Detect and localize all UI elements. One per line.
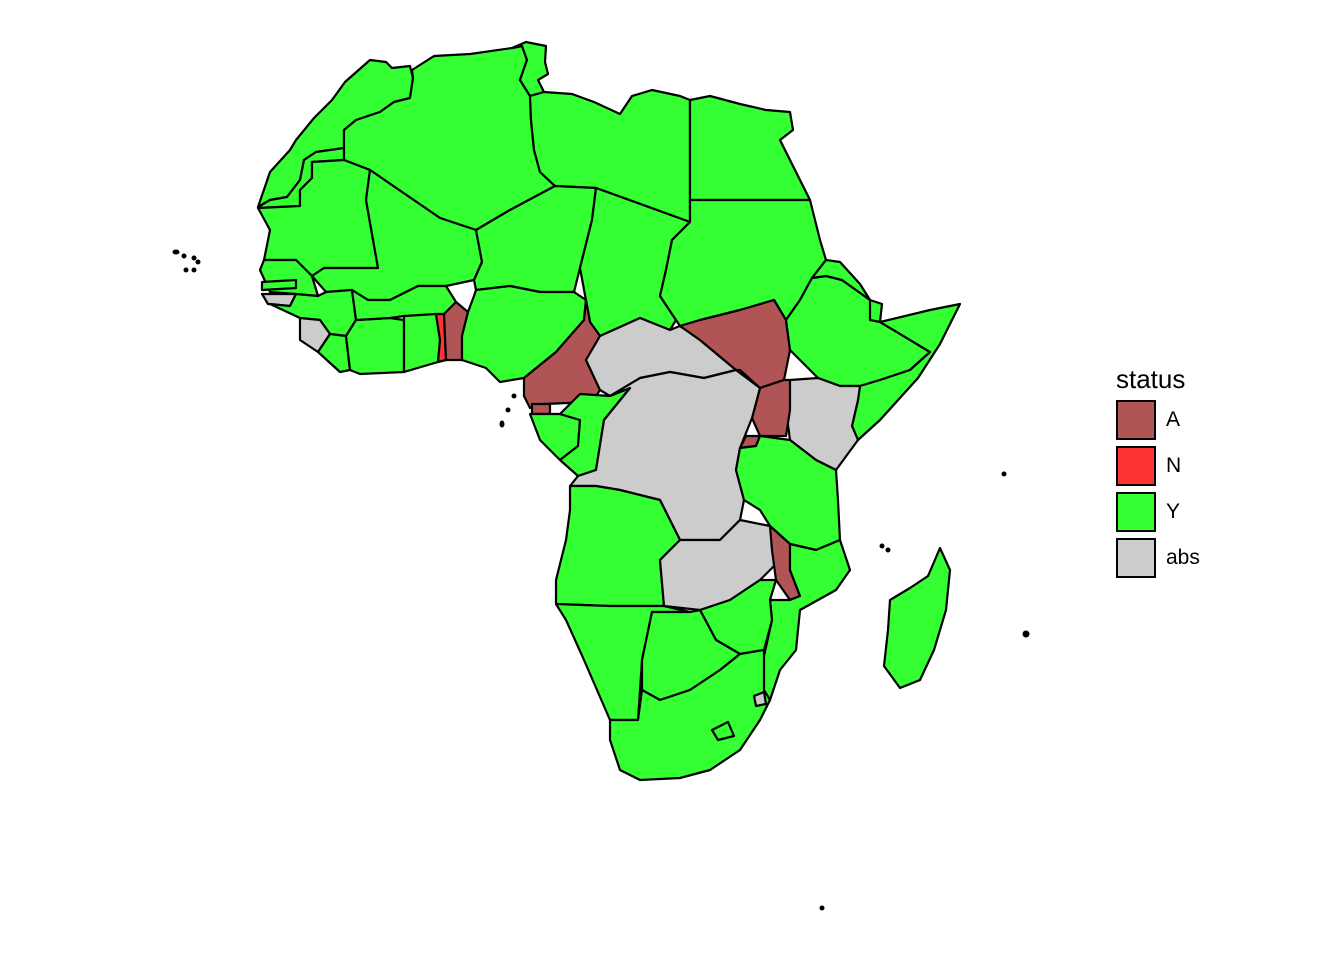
legend: status A N Y abs [1116,362,1256,580]
legend-swatch-y [1116,492,1156,532]
legend-title: status [1116,364,1186,394]
country-cote-d-ivoire [344,316,406,376]
island-8 [511,393,517,399]
country-djibouti [868,298,884,324]
island-13 [819,905,825,911]
legend-item-a: A [1116,396,1256,442]
country-kenya [784,376,862,472]
country-ghana [402,312,442,374]
island-6 [499,420,505,428]
country-south-sudan [678,298,792,390]
country-madagascar [882,546,952,690]
country-eritrea [810,258,872,302]
country-eswatini [752,690,768,708]
legend-swatch-a [1116,400,1156,440]
country-equatorial-guinea [530,402,552,416]
island-1 [181,253,187,259]
country-egypt [688,94,812,202]
legend-swatch-n [1116,446,1156,486]
island-12 [1022,630,1030,638]
country-tunisia [510,40,550,98]
island-0 [172,249,180,255]
legend-item-y: Y [1116,488,1256,534]
island-11 [885,547,891,553]
legend-label-abs: abs [1166,546,1200,569]
island-10 [879,543,885,549]
legend-label-n: N [1166,454,1182,477]
legend-item-abs: abs [1116,534,1256,580]
legend-swatch-abs [1116,538,1156,578]
island-5 [191,267,197,273]
country-gambia [260,278,298,292]
island-2 [191,255,197,261]
island-9 [1001,471,1007,477]
country-uganda [750,378,792,438]
island-7 [505,407,511,413]
legend-label-y: Y [1166,500,1181,523]
country-south-africa [608,648,772,782]
legend-label-a: A [1166,408,1181,431]
island-4 [183,267,189,273]
legend-item-n: N [1116,442,1256,488]
island-3 [195,259,201,265]
country-lesotho [710,720,736,742]
